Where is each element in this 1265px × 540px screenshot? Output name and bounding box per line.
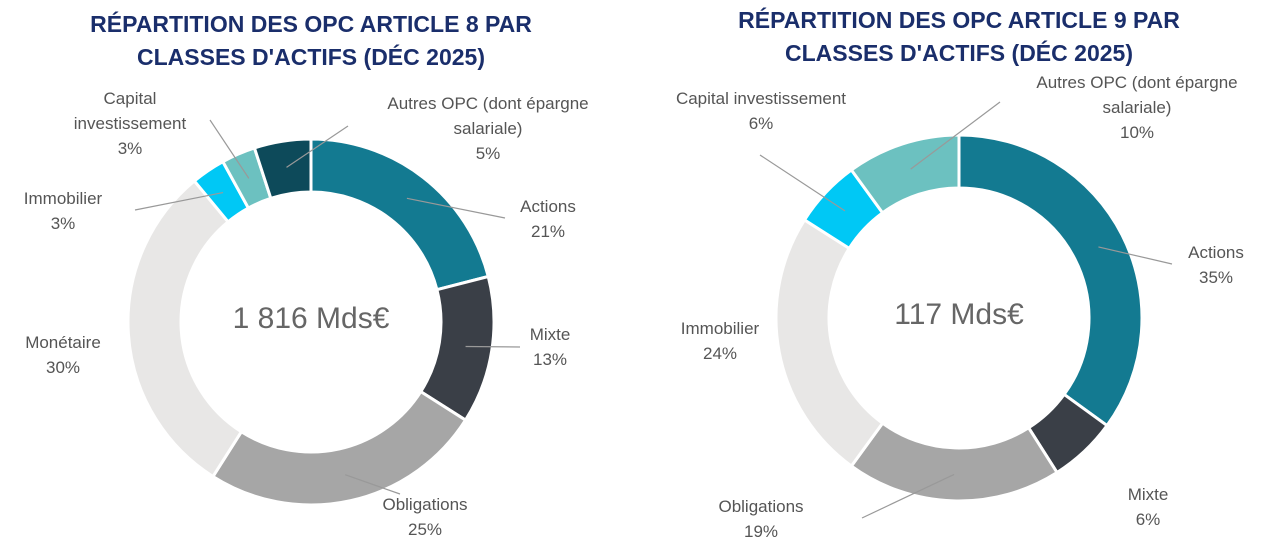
slice-name: Immobilier (23, 189, 103, 208)
leader-line (465, 345, 521, 348)
slice-value: 19% (743, 522, 779, 540)
slice-value: 6% (748, 114, 774, 133)
leader-line (759, 154, 846, 212)
chart-title: RÉPARTITION DES OPC ARTICLE 9 PAR CLASSE… (738, 7, 1180, 66)
center-label: 117 Mds€ (894, 298, 1024, 331)
slice-value: 30% (45, 358, 81, 377)
slice-label: Actions 21% (488, 194, 608, 244)
slice-name: Actions (520, 197, 576, 216)
slice-name: Immobilier (680, 319, 760, 338)
slice-value: 6% (1135, 510, 1161, 529)
leader-line (1098, 246, 1173, 265)
slice-name: Capital investissement (675, 89, 847, 108)
slice-name: Obligations (382, 495, 468, 514)
slice-value: 3% (50, 214, 76, 233)
slice-label: Capital investissement 3% (60, 86, 200, 161)
slice-value: 3% (117, 139, 143, 158)
slice-label: Monétaire 30% (3, 330, 123, 380)
slice-value: 35% (1198, 268, 1234, 287)
slice-name: Capital investissement (73, 89, 187, 133)
slice-name: Monétaire (25, 333, 101, 352)
leader-line (344, 474, 401, 495)
leader-line (406, 197, 506, 219)
slice-value: 21% (530, 222, 566, 241)
leader-line (209, 119, 250, 179)
donut-slice (774, 217, 885, 469)
slice-name: Mixte (529, 325, 571, 344)
slice-name: Mixte (1127, 485, 1169, 504)
slice-value: 10% (1119, 123, 1155, 142)
leader-line (910, 101, 1001, 170)
slice-name: Autres OPC (dont épargne salariale) (387, 94, 589, 138)
donut-slice (126, 178, 244, 479)
donut-slice (849, 421, 1060, 503)
donut-slice (252, 137, 313, 201)
slice-label: Obligations 19% (681, 494, 841, 540)
leader-line (861, 473, 955, 519)
donut-slice (849, 133, 961, 215)
donut-slice (957, 133, 1144, 428)
leader-line (286, 125, 349, 168)
slice-name: Obligations (718, 497, 804, 516)
chart-title: RÉPARTITION DES OPC ARTICLE 8 PAR CLASSE… (90, 11, 532, 70)
slice-label: Mixte 13% (510, 322, 590, 372)
leader-line (134, 191, 224, 211)
slice-label: Immobilier 24% (655, 316, 785, 366)
slice-label: Mixte 6% (1108, 482, 1188, 532)
slice-value: 5% (475, 144, 501, 163)
slice-label: Autres OPC (dont épargne salariale) 10% (1002, 70, 1265, 145)
slice-label: Capital investissement 6% (646, 86, 876, 136)
slice-label: Obligations 25% (345, 492, 505, 540)
slice-label: Autres OPC (dont épargne salariale) 5% (353, 91, 623, 166)
donut-slice (210, 389, 468, 507)
center-label: 1 816 Mds€ (232, 302, 390, 335)
slice-value: 13% (532, 350, 568, 369)
slice-value: 25% (407, 520, 443, 539)
slice-label: Actions 35% (1161, 240, 1265, 290)
slice-value: 24% (702, 344, 738, 363)
slice-label: Immobilier 3% (3, 186, 123, 236)
slice-name: Autres OPC (dont épargne salariale) (1036, 73, 1238, 117)
slice-name: Actions (1188, 243, 1244, 262)
